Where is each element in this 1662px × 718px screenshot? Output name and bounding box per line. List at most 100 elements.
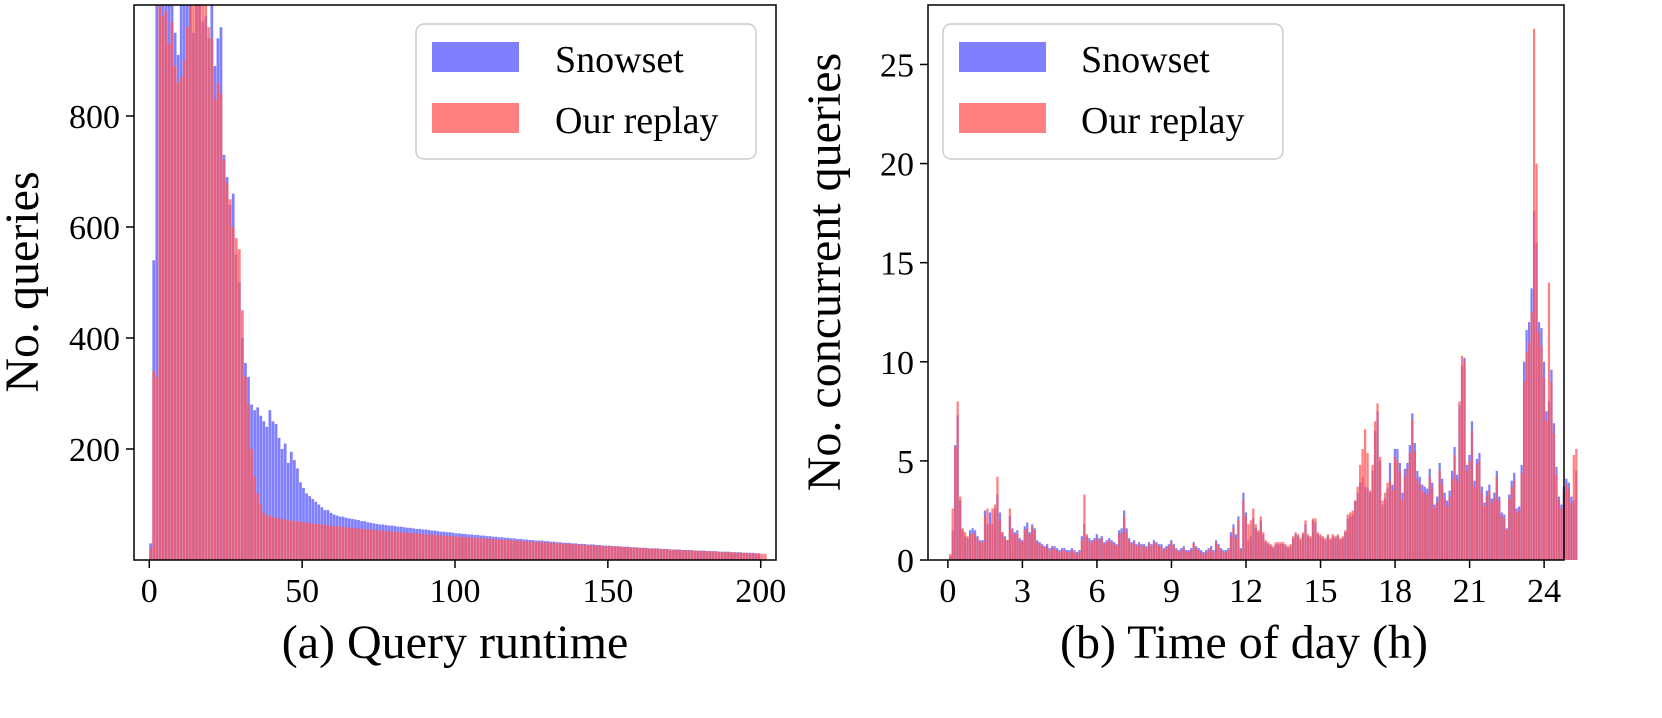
timeofday-replay-bar <box>1160 546 1163 561</box>
runtime-replay-bar <box>393 531 397 560</box>
timeofday-replay-bar <box>1386 482 1389 560</box>
timeofday-replay-bar <box>1167 546 1170 561</box>
runtime-replay-bar <box>745 552 749 560</box>
runtime-replay-bar <box>433 535 437 560</box>
timeofday-replay-bar <box>1080 540 1084 560</box>
timeofday-replay-bar <box>1262 532 1265 560</box>
timeofday-replay-bar <box>1448 496 1451 560</box>
runtime-replay-bar <box>580 544 584 560</box>
timeofday-replay-bar <box>1542 377 1546 560</box>
timeofday-replay-bar <box>1048 550 1051 560</box>
timeofday-replay-bar <box>1555 474 1558 560</box>
timeofday-replay-bar <box>1041 546 1044 561</box>
timeofday-replay-bar <box>1438 470 1441 560</box>
timeofday-replay-bar <box>1279 542 1282 560</box>
runtime-replay-bar <box>436 535 440 560</box>
runtime-replay-bar <box>366 529 370 560</box>
timeofday-replay-bar <box>966 536 969 560</box>
runtime-replay-bar <box>687 550 691 560</box>
timeofday-replay-bar <box>1575 449 1578 560</box>
timeofday-replay-bar <box>1498 500 1501 560</box>
runtime-snowset-bar <box>155 5 159 560</box>
runtime-replay-bar <box>675 550 678 560</box>
runtime-replay-bar <box>568 543 571 560</box>
timeofday-replay-bar <box>1257 530 1260 560</box>
timeofday-replay-bar <box>1053 548 1056 560</box>
timeofday-replay-bar <box>1068 552 1071 560</box>
timeofday-replay-bars <box>949 28 1578 561</box>
timeofday-replay-bar <box>1090 542 1093 560</box>
timeofday-replay-bar <box>1319 534 1322 560</box>
timeofday-replay-bar <box>1316 532 1320 560</box>
timeofday-replay-bar <box>1493 498 1496 560</box>
timeofday-replay-bar <box>1026 528 1029 560</box>
runtime-replay-bar <box>742 552 746 560</box>
runtime-replay-bar <box>430 534 434 560</box>
timeofday-replay-bar <box>1177 552 1180 560</box>
runtime-replay-bar <box>464 537 467 560</box>
timeofday-replay-bar <box>1299 538 1302 560</box>
timeofday-replay-bar <box>1115 546 1118 561</box>
timeofday-replay-bar <box>1403 476 1406 560</box>
timeofday-replay-bar <box>964 532 967 560</box>
timeofday-replay-bar <box>1364 429 1367 560</box>
timeofday-replay-bar <box>971 532 974 560</box>
timeofday-replay-bar <box>1190 550 1193 560</box>
timeofday-replay-bar <box>1393 456 1397 560</box>
runtime-replay-bar <box>320 524 324 560</box>
timeofday-replay-bar <box>1130 544 1133 560</box>
timeofday-replay-bar <box>1475 464 1479 560</box>
timeofday-replay-bar <box>1406 468 1409 560</box>
runtime-replay-bar <box>485 538 489 560</box>
runtime-replay-bar <box>216 82 220 560</box>
timeofday-replay-bar <box>1361 449 1364 560</box>
runtime-replay-bar <box>519 540 522 560</box>
timeofday-replay-bar <box>1043 548 1046 560</box>
timeofday-replay-bar <box>1510 486 1513 560</box>
runtime-replay-bar <box>195 5 198 560</box>
runtime-replay-bar <box>534 541 538 560</box>
runtime-replay-bar <box>427 534 431 560</box>
timeofday-replay-bar <box>1065 552 1069 560</box>
runtime-replay-bar <box>381 530 385 560</box>
timeofday-replay-bar <box>1366 452 1369 560</box>
timeofday-replay-bar <box>1391 490 1394 561</box>
timeofday-replay-bar <box>1530 312 1533 560</box>
timeofday-replay-bar <box>1145 548 1148 560</box>
runtime-replay-bar <box>158 5 162 560</box>
runtime-replay-bar <box>638 547 642 560</box>
timeofday-replay-bar <box>1182 548 1185 560</box>
runtime-replay-bar <box>583 545 587 560</box>
runtime-replay-bar <box>344 527 348 560</box>
runtime-replay-bar <box>610 546 614 561</box>
timeofday-replay-bar <box>961 528 964 560</box>
runtime-replay-bar <box>506 540 510 560</box>
timeofday-replay-bar <box>1336 534 1339 560</box>
timeofday-replay-bar <box>1550 381 1553 560</box>
timeofday-replay-bar <box>1396 460 1399 560</box>
timeofday-replay-bar <box>1490 502 1493 560</box>
runtime-replay-bar <box>467 537 470 560</box>
timeofday-replay-bar <box>1368 490 1372 561</box>
runtime-replay-bar <box>543 542 547 560</box>
runtime-replay-bar <box>739 552 743 560</box>
runtime-replay-bar <box>724 552 727 560</box>
timeofday-y-tick-label: 5 <box>897 444 914 481</box>
timeofday-replay-bar <box>1351 510 1354 560</box>
runtime-replay-bar <box>341 526 345 560</box>
runtime-replay-bar <box>360 528 363 560</box>
runtime-replay-bar <box>620 546 623 560</box>
runtime-replay-bar <box>662 548 666 560</box>
runtime-legend-replay-swatch <box>432 103 519 133</box>
timeofday-replay-bar <box>1147 544 1151 560</box>
timeofday-replay-bar <box>1185 552 1188 560</box>
runtime-replay-bar <box>369 529 373 560</box>
timeofday-replay-bar <box>1495 476 1498 560</box>
runtime-replay-bar <box>292 521 296 560</box>
runtime-replay-bar <box>170 21 174 560</box>
timeofday-replay-bar <box>1344 530 1347 560</box>
runtime-replay-bar <box>458 536 461 560</box>
timeofday-replay-bar <box>1217 546 1220 561</box>
timeofday-replay-bar <box>1123 516 1126 560</box>
runtime-replay-bar <box>555 543 559 560</box>
